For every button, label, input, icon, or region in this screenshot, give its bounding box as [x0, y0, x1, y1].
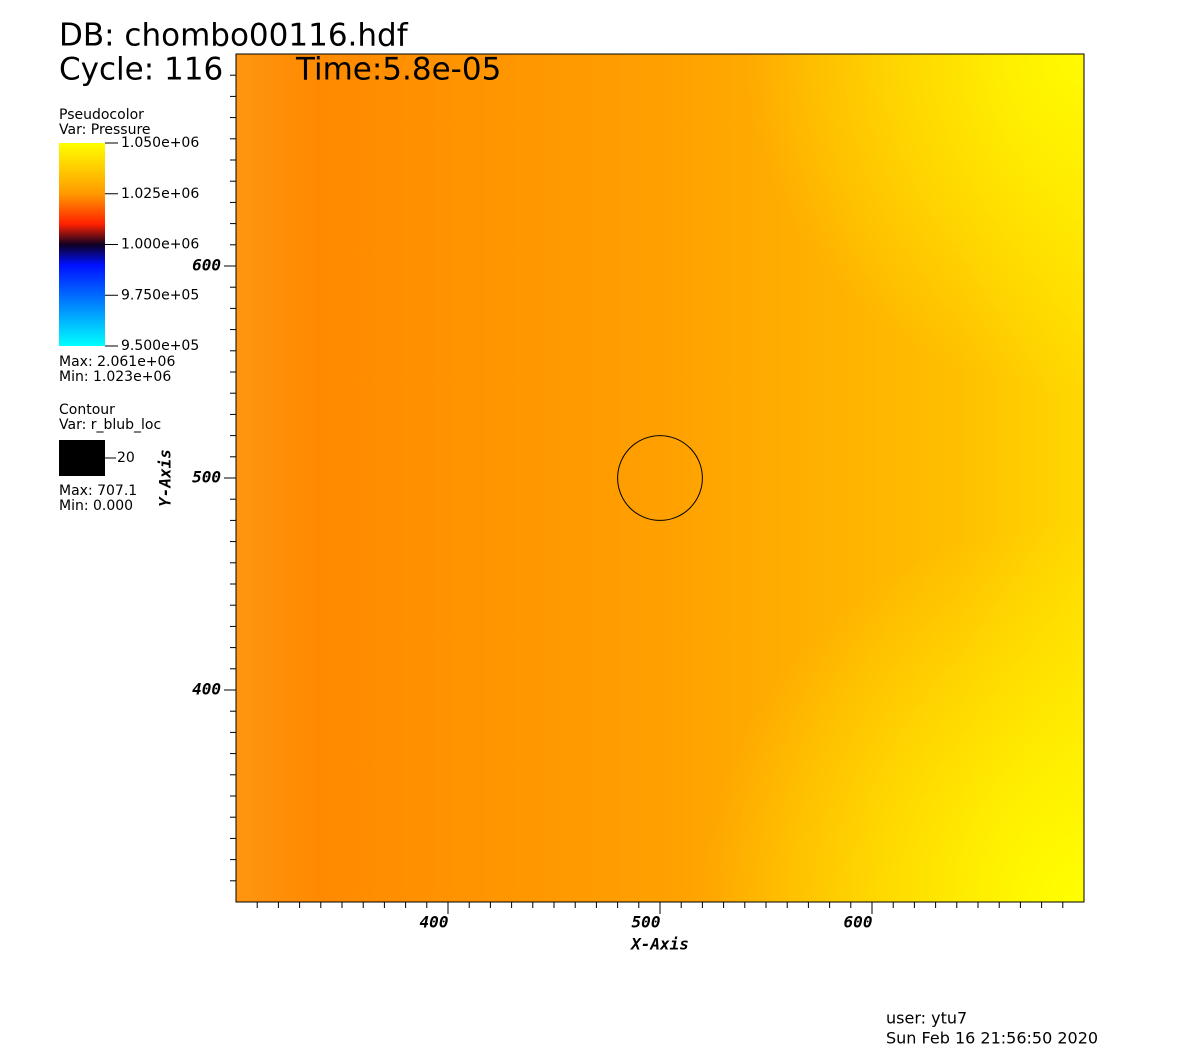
user: user: ytu7: [886, 1009, 967, 1028]
legend-plot: Pseudocolor: [59, 107, 144, 123]
x-tick-label: 500: [632, 913, 661, 932]
x-axis-label: X-Axis: [629, 935, 689, 954]
field-shade: [236, 54, 1084, 902]
x-tick-label: 600: [844, 913, 873, 932]
colorbar-tick-label: 1.000e+06: [121, 237, 199, 253]
contour-line: [617, 435, 703, 521]
db-title: DB: chombo00116.hdf: [59, 18, 409, 54]
colorbar-tick-label: 9.750e+05: [121, 287, 199, 303]
y-tick-label: 600: [192, 256, 221, 275]
legend-var: Var: r_blub_loc: [59, 417, 161, 433]
legend-plot: Contour: [59, 402, 115, 418]
colorbar-tick-label: 9.500e+05: [121, 338, 199, 354]
time: Time:5.8e-05: [295, 52, 501, 88]
y-tick-label: 500: [192, 468, 221, 487]
legend-max: Max: 707.1: [59, 483, 137, 499]
contour-legend-label: 20: [117, 450, 135, 466]
date: Sun Feb 16 21:56:50 2020: [886, 1029, 1098, 1048]
y-axis-label: Y-Axis: [156, 449, 175, 507]
contour-swatch: [59, 440, 105, 476]
legend-max: Max: 2.061e+06: [59, 354, 175, 370]
colorbar: [59, 143, 105, 346]
y-tick-label: 400: [192, 680, 221, 699]
x-tick-label: 400: [420, 913, 449, 932]
legend-var: Var: Pressure: [59, 122, 151, 138]
colorbar-tick-label: 1.025e+06: [121, 186, 199, 202]
legend-min: Min: 1.023e+06: [59, 369, 171, 385]
cycle: Cycle: 116: [59, 52, 223, 88]
colorbar-tick-label: 1.050e+06: [121, 135, 199, 151]
legend-min: Min: 0.000: [59, 498, 133, 514]
